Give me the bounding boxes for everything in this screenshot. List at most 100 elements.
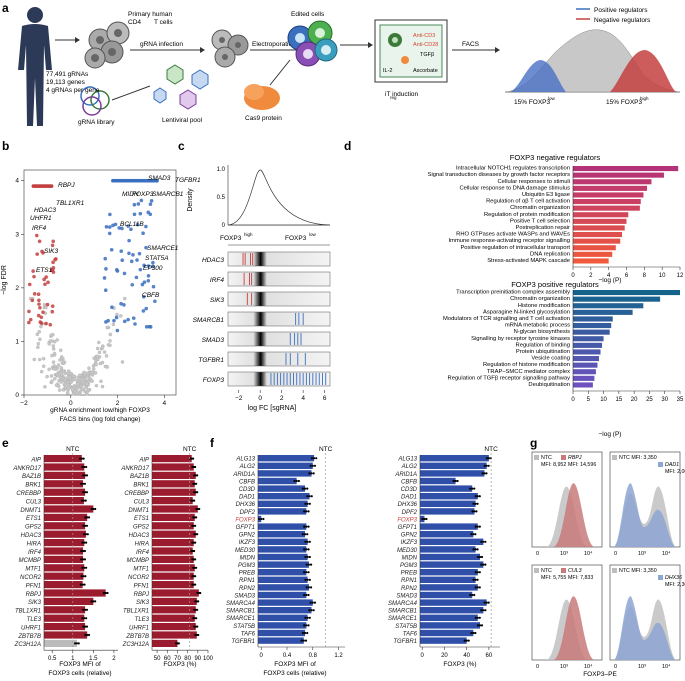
gene-bar xyxy=(152,471,196,479)
legend-swatch-ntc xyxy=(534,568,539,573)
replicate-dot xyxy=(478,616,481,619)
sgRNA-track xyxy=(227,291,331,307)
pathway-bar xyxy=(573,258,609,264)
replicate-dot xyxy=(195,566,198,569)
volcano-point xyxy=(94,383,99,388)
volcano-point xyxy=(96,357,100,362)
volcano-point-negative xyxy=(27,320,31,325)
replicate-dot xyxy=(81,465,84,469)
foxp3-low-label: 15% FOXP3 xyxy=(514,99,551,106)
volcano-point xyxy=(58,388,62,392)
volcano-xtick-label: 4 xyxy=(162,400,166,407)
replicate-dot xyxy=(80,482,83,485)
replicate-dot xyxy=(196,491,199,494)
replicate-dot xyxy=(79,583,82,586)
histogram-tick: 10³ xyxy=(638,664,646,670)
replicate-dot xyxy=(106,591,109,595)
gene-label: DAD1 xyxy=(239,495,255,501)
replicate-dot xyxy=(82,457,85,460)
gene-label: SMARCE1 xyxy=(226,616,255,622)
density-ytick: 0.5 xyxy=(217,195,226,201)
replicate-dot xyxy=(474,495,477,498)
gene-label: ARID1A xyxy=(394,472,417,478)
gene-bar xyxy=(258,523,307,530)
gene-bar xyxy=(152,623,196,631)
gene-bar xyxy=(44,623,86,631)
gene-bar xyxy=(420,477,456,485)
volcano-point-positive xyxy=(127,251,131,256)
lib-line2: 19,113 genes xyxy=(46,79,86,86)
replicate-dot xyxy=(313,601,317,604)
gene-label: GFPT1 xyxy=(398,525,417,531)
panel-label-e: e xyxy=(2,436,9,450)
gene-label: FOXP3 xyxy=(397,517,417,523)
pathway-bar xyxy=(573,303,644,309)
replicate-dot xyxy=(307,624,310,627)
replicate-dot xyxy=(307,586,311,589)
replicate-dot xyxy=(308,472,311,475)
replicate-dot xyxy=(306,540,309,543)
pathway-bar xyxy=(573,362,598,368)
volcano-ytick-label: 0 xyxy=(15,392,19,399)
replicate-dot xyxy=(478,555,482,559)
volcano-point-negative xyxy=(27,309,31,314)
histogram-tick: 10³ xyxy=(560,664,568,670)
pathway-tick-label: 15 xyxy=(616,397,623,403)
replicate-dot xyxy=(85,608,89,611)
volcano-point xyxy=(49,333,54,337)
volcano-point xyxy=(61,356,65,361)
replicate-dot xyxy=(92,507,95,511)
gene-bar xyxy=(44,539,85,547)
gene-label: GPS2 xyxy=(25,525,42,531)
volcano-point xyxy=(51,360,56,364)
replicate-dot xyxy=(473,593,476,597)
replicate-dot xyxy=(306,631,309,635)
gene-label: AIP xyxy=(138,457,149,463)
volcano-point-positive xyxy=(146,274,151,278)
panel-label-f: f xyxy=(210,436,215,450)
volcano-point-positive xyxy=(104,267,108,271)
volcano-point-positive xyxy=(148,202,153,206)
pathway-tick-label: 0 xyxy=(571,397,575,403)
gene-bar xyxy=(152,513,195,521)
replicate-dot xyxy=(307,563,311,566)
volcano-point-negative xyxy=(41,310,45,314)
pathway-label: RHO GTPases activate WASPs and WAVEs xyxy=(456,232,570,238)
pathway-label: DNA replication xyxy=(530,251,570,257)
gene-histogram xyxy=(553,596,595,660)
volcano-point xyxy=(49,374,54,378)
volcano-point-negative xyxy=(36,313,41,318)
volcano-ytick-label: 3 xyxy=(15,231,19,238)
gene-bar xyxy=(152,463,194,471)
replicate-dot xyxy=(301,487,304,490)
pathway-bar xyxy=(573,382,593,388)
replicate-dot xyxy=(304,578,307,581)
gene-tick-label: 90 xyxy=(194,656,201,662)
volcano-xlabel2: FACS bins (log fold change) xyxy=(60,416,141,423)
pathway-label: TRAP–SMCC mediator complex xyxy=(487,369,570,375)
volcano-point xyxy=(59,380,64,384)
volcano-point-negative xyxy=(30,298,35,303)
replicate-dot xyxy=(312,472,315,475)
replicate-dot xyxy=(474,571,477,574)
pathway-label: Asparagine N-linked glycosylation xyxy=(483,309,570,315)
gene-bar xyxy=(258,569,307,576)
replicate-dot xyxy=(307,525,310,528)
replicate-dot xyxy=(197,600,200,603)
replicate-dot xyxy=(83,583,86,586)
gene-bar xyxy=(420,531,474,538)
volcano-point xyxy=(36,341,41,346)
gene-label: DAD1 xyxy=(401,495,417,501)
replicate-dot xyxy=(478,525,481,528)
replicate-dot xyxy=(474,533,477,536)
replicate-dot xyxy=(302,639,305,642)
pathway-tick-label: 8 xyxy=(643,273,647,279)
foxp3-low-c: FOXP3 xyxy=(285,235,307,242)
volcano-point-positive xyxy=(149,199,154,203)
gene-bar xyxy=(152,631,197,639)
pathway-label: Positive T cell selection xyxy=(510,218,570,224)
gene-label: TBL1XR1 xyxy=(123,609,149,615)
gene-bar xyxy=(44,631,88,639)
density-ytick: 1.0 xyxy=(217,167,226,173)
volcano-point-positive xyxy=(120,258,125,263)
